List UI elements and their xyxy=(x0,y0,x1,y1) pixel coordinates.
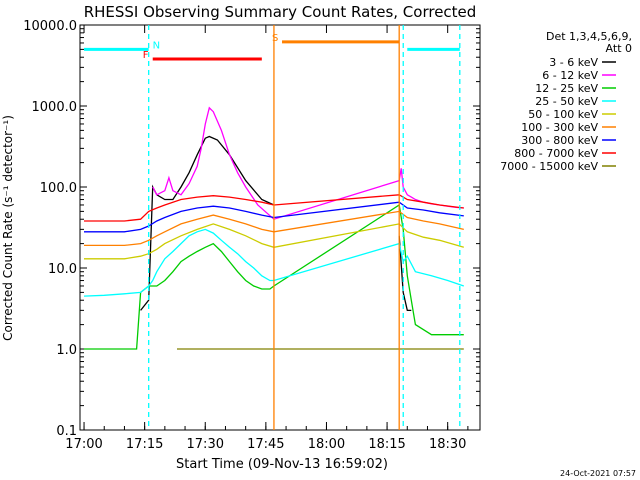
y-tick-label: 0.1 xyxy=(56,424,77,439)
y-axis-label: Corrected Count Rate (s⁻¹ detector⁻¹) xyxy=(1,115,15,341)
legend-label: 50 - 100 keV xyxy=(528,108,598,121)
legend-header-line-1: Det 1,3,4,5,6,9, xyxy=(546,30,632,43)
series-line xyxy=(84,203,464,350)
series-line xyxy=(140,135,275,311)
y-tick-label: 100.0 xyxy=(40,181,77,196)
legend-label: 800 - 7000 keV xyxy=(514,147,598,160)
x-tick-label: 17:45 xyxy=(247,437,284,452)
series-group xyxy=(83,228,465,297)
y-tick-label: 1.0 xyxy=(56,343,77,358)
series-line xyxy=(83,228,465,297)
y-tick-label: 10.0 xyxy=(48,262,77,277)
x-axis-label: Start Time (09-Nov-13 16:59:02) xyxy=(176,457,388,472)
series-group xyxy=(84,210,464,247)
series-group xyxy=(84,201,464,233)
plot-frame xyxy=(79,24,481,431)
x-tick-label: 17:15 xyxy=(126,437,163,452)
footer-date: 24-Oct-2021 07:57 xyxy=(560,469,636,478)
legend-label: 300 - 800 keV xyxy=(521,134,598,147)
legend-label: 12 - 25 keV xyxy=(535,82,598,95)
series-group xyxy=(84,194,464,222)
series-line xyxy=(398,235,412,312)
flag-label: F xyxy=(143,50,149,61)
legend-header-line-2: Att 0 xyxy=(606,42,632,55)
x-tick-label: 18:15 xyxy=(368,437,405,452)
series-group xyxy=(84,223,464,260)
x-tick-label: 17:30 xyxy=(187,437,224,452)
series-group xyxy=(84,203,464,350)
y-tick-label: 10000.0 xyxy=(23,19,77,34)
series-line xyxy=(84,210,464,247)
plot-area: 0.1 1.0 10.0 100.0 1000.0 10000.0 17:00 17:15 17… xyxy=(23,19,481,452)
series-line xyxy=(84,223,464,260)
legend-label: 100 - 300 keV xyxy=(521,121,598,134)
flag-label: N xyxy=(153,40,160,51)
legend-label: 7000 - 15000 keV xyxy=(500,160,598,173)
flag-label: S xyxy=(272,33,278,44)
y-tick-label: 1000.0 xyxy=(32,100,78,115)
x-tick-label: 18:30 xyxy=(429,437,466,452)
chart-title: RHESSI Observing Summary Count Rates, Co… xyxy=(84,3,477,21)
legend-label: 6 - 12 keV xyxy=(542,69,598,82)
legend-label: 3 - 6 keV xyxy=(549,56,598,69)
series-line xyxy=(84,194,464,222)
x-tick-label: 18:00 xyxy=(308,437,345,452)
x-tick-label: 17:00 xyxy=(65,437,102,452)
legend-label: 25 - 50 keV xyxy=(535,95,598,108)
series-line xyxy=(84,201,464,233)
